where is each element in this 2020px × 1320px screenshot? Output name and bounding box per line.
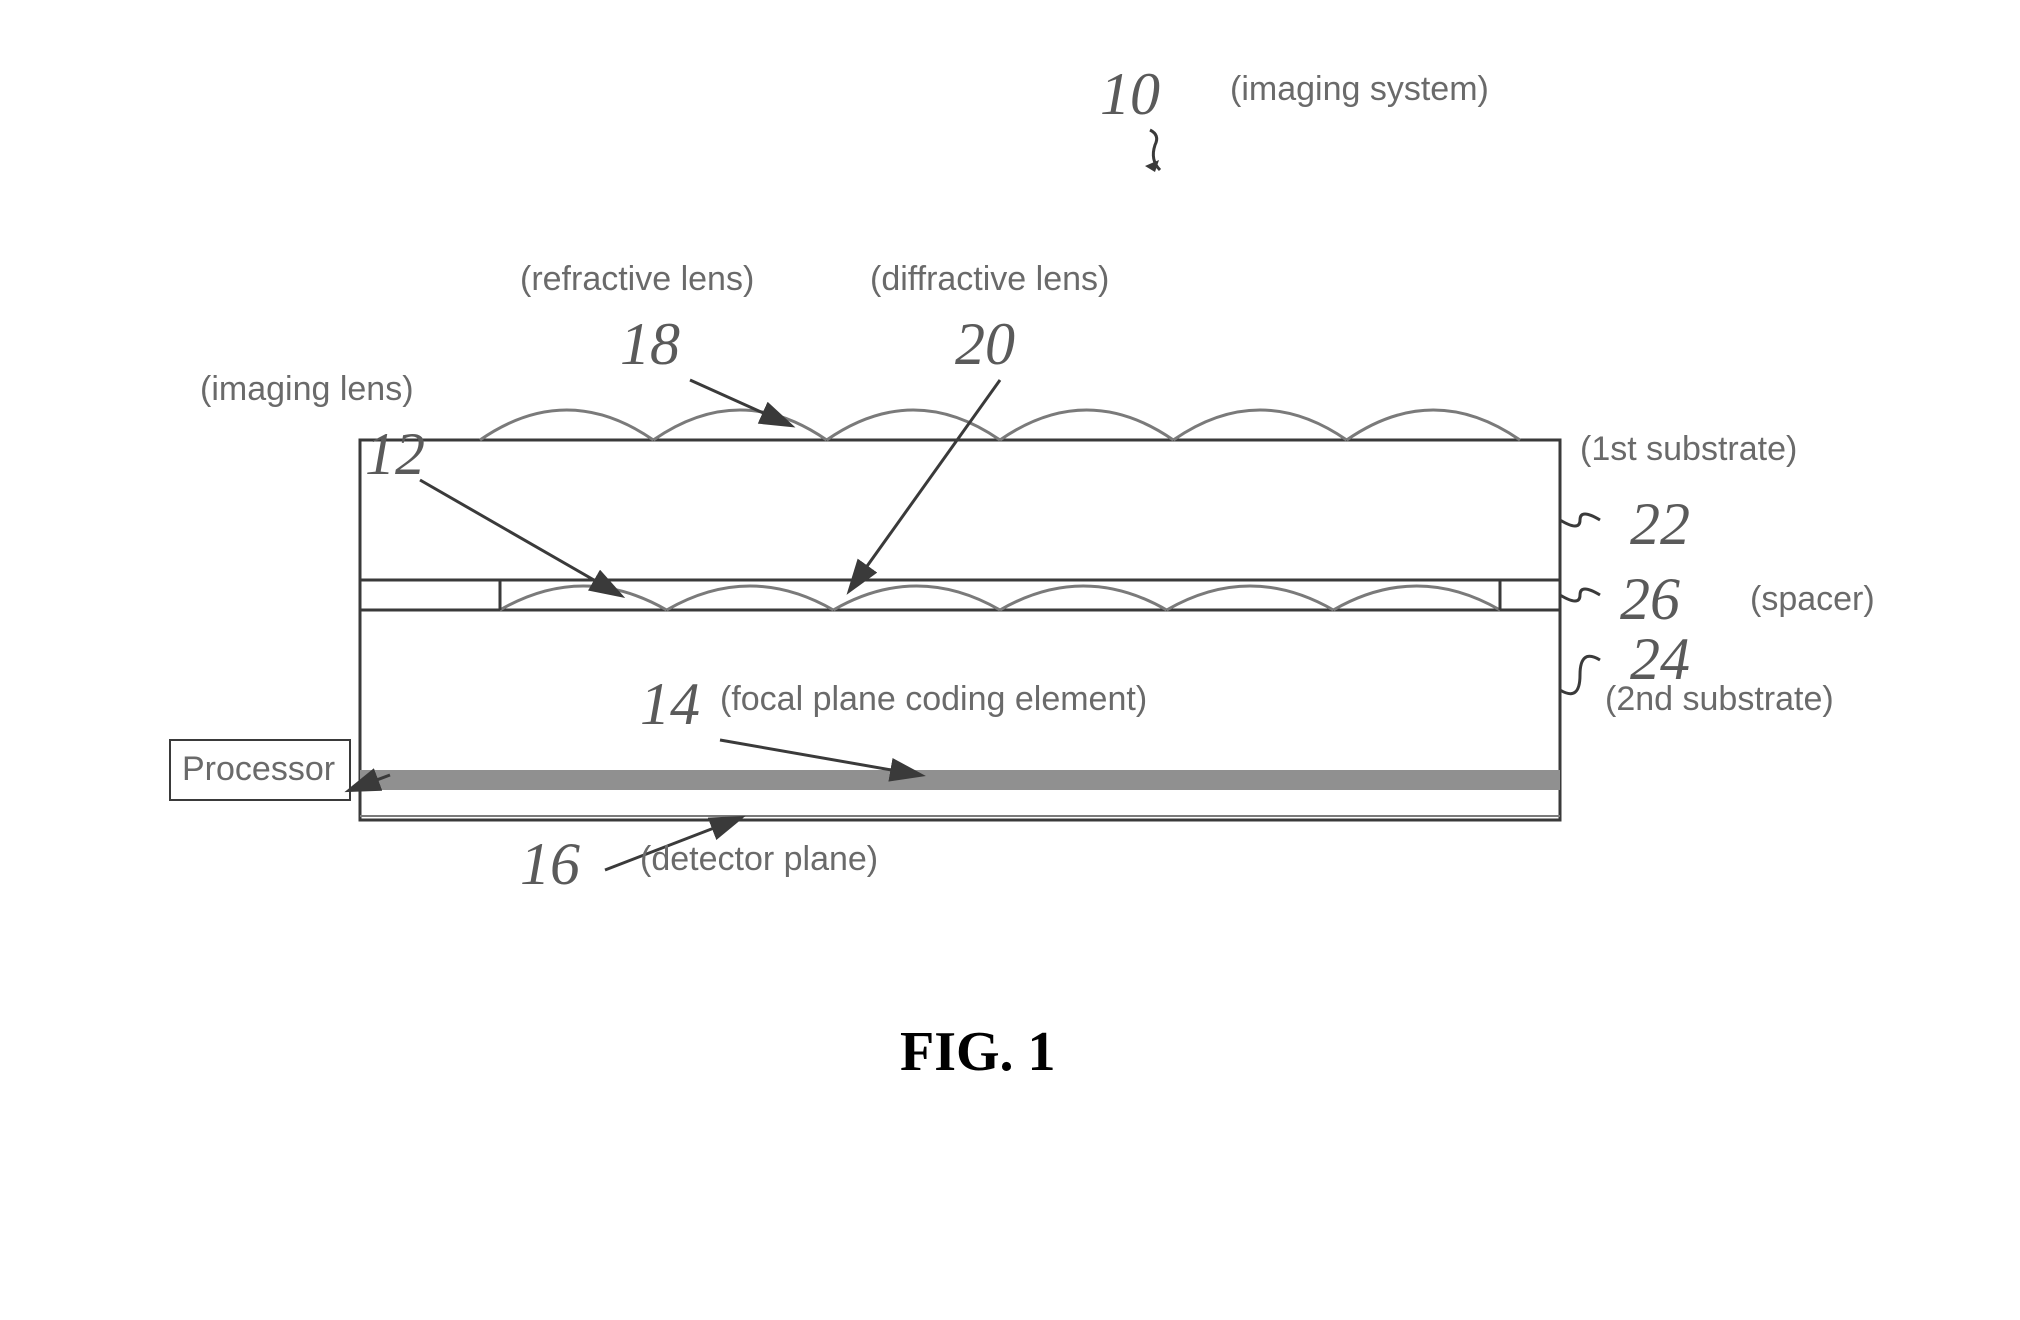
label-spacer: (spacer) [1750,580,1875,619]
ref-20: 20 [955,310,1015,379]
label-refractive-lens: (refractive lens) [520,260,754,299]
ref-24: 24 [1630,625,1690,694]
figure-title: FIG. 1 [900,1020,1056,1084]
label-first-substrate: (1st substrate) [1580,430,1797,469]
ref-22: 22 [1630,490,1690,559]
ref-14: 14 [640,670,700,739]
ref-26: 26 [1620,565,1680,634]
diagram-svg [0,0,2020,1320]
label-diffractive-lens: (diffractive lens) [870,260,1109,299]
label-detector-plane: (detector plane) [640,840,878,879]
ref-10: 10 [1100,60,1160,129]
ref-18: 18 [620,310,680,379]
ref-12: 12 [365,420,425,489]
figure-container: { "canvas": { "width": 2020, "height": 1… [0,0,2020,1320]
label-imaging-lens: (imaging lens) [200,370,414,409]
label-focal-plane: (focal plane coding element) [720,680,1147,719]
label-imaging-system: (imaging system) [1230,70,1489,109]
ref-16: 16 [520,830,580,899]
label-processor: Processor [182,750,335,789]
